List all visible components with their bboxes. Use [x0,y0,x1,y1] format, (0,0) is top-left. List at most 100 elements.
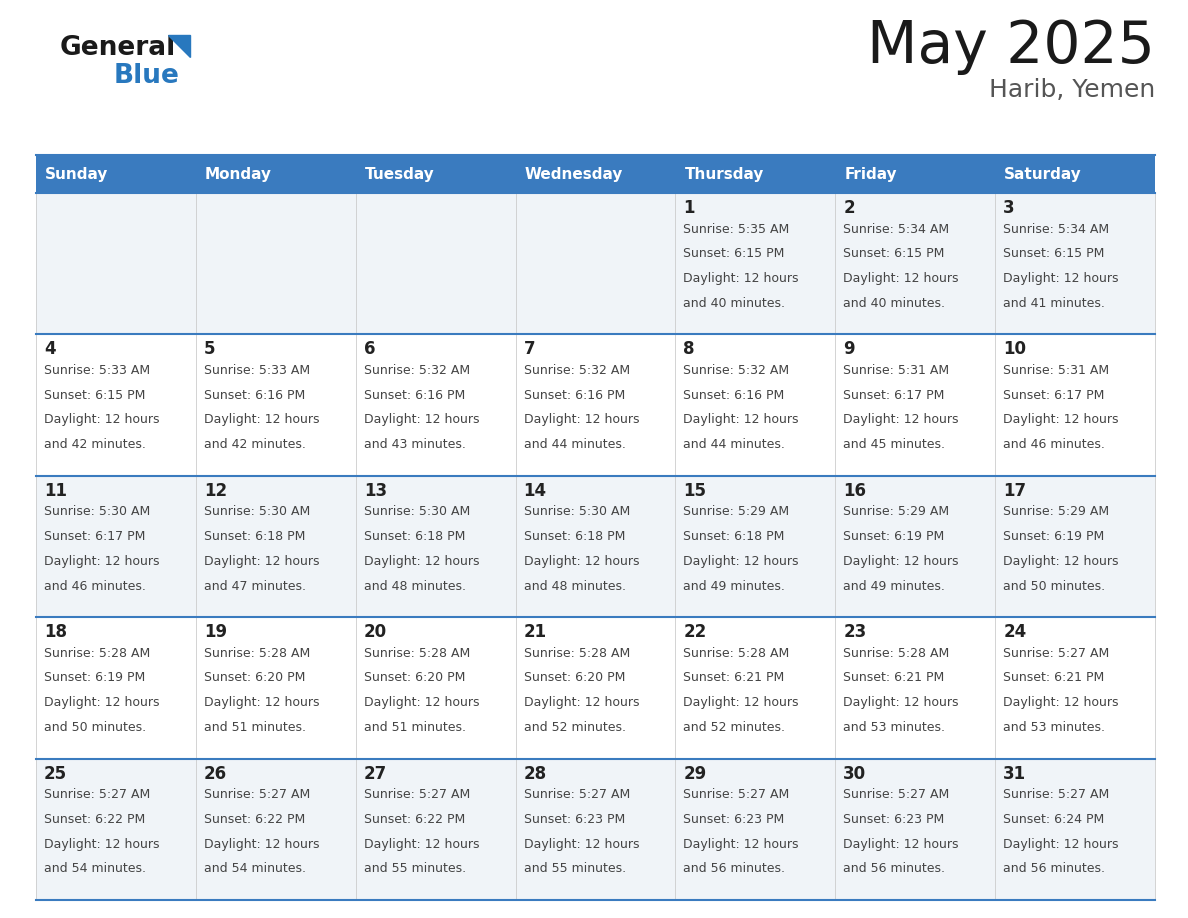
Bar [835,193,996,334]
Text: Daylight: 12 hours: Daylight: 12 hours [364,696,479,710]
Bar [676,617,835,758]
Text: Wednesday: Wednesday [525,166,623,182]
Text: 13: 13 [364,482,387,499]
Text: Sunset: 6:17 PM: Sunset: 6:17 PM [843,388,944,402]
Text: Daylight: 12 hours: Daylight: 12 hours [524,413,639,426]
Bar [36,334,196,476]
Bar [676,193,835,334]
Bar [355,193,516,334]
Text: Sunset: 6:15 PM: Sunset: 6:15 PM [683,247,785,260]
Text: and 53 minutes.: and 53 minutes. [1003,721,1105,734]
Bar [676,334,835,476]
Text: Sunrise: 5:29 AM: Sunrise: 5:29 AM [843,505,949,519]
Text: Thursday: Thursday [684,166,764,182]
Text: and 48 minutes.: and 48 minutes. [524,579,626,592]
Text: General: General [61,35,176,61]
Text: Sunrise: 5:33 AM: Sunrise: 5:33 AM [44,364,150,377]
Bar [196,193,355,334]
Text: and 43 minutes.: and 43 minutes. [364,438,466,451]
Text: Daylight: 12 hours: Daylight: 12 hours [44,554,159,568]
Text: and 49 minutes.: and 49 minutes. [683,579,785,592]
Bar [835,758,996,900]
Text: Sunrise: 5:30 AM: Sunrise: 5:30 AM [44,505,150,519]
Text: Sunset: 6:21 PM: Sunset: 6:21 PM [1003,671,1105,685]
Text: Blue: Blue [114,63,179,89]
Text: Sunrise: 5:27 AM: Sunrise: 5:27 AM [364,789,470,801]
Text: Sunrise: 5:27 AM: Sunrise: 5:27 AM [524,789,630,801]
Text: Sunrise: 5:31 AM: Sunrise: 5:31 AM [843,364,949,377]
Text: Daylight: 12 hours: Daylight: 12 hours [1003,413,1119,426]
Text: Saturday: Saturday [1004,166,1082,182]
Text: 29: 29 [683,765,707,783]
Polygon shape [168,35,190,57]
Text: and 40 minutes.: and 40 minutes. [683,297,785,309]
Text: Daylight: 12 hours: Daylight: 12 hours [524,696,639,710]
Text: 11: 11 [44,482,67,499]
Text: 4: 4 [44,341,56,358]
Text: Sunset: 6:22 PM: Sunset: 6:22 PM [364,812,465,826]
Bar [355,476,516,617]
Text: 22: 22 [683,623,707,641]
Text: Sunset: 6:23 PM: Sunset: 6:23 PM [524,812,625,826]
Text: Sunrise: 5:29 AM: Sunrise: 5:29 AM [683,505,790,519]
Text: 12: 12 [204,482,227,499]
Bar [996,155,1155,193]
Text: Sunrise: 5:30 AM: Sunrise: 5:30 AM [524,505,630,519]
Text: Daylight: 12 hours: Daylight: 12 hours [683,413,798,426]
Text: Daylight: 12 hours: Daylight: 12 hours [1003,554,1119,568]
Text: and 53 minutes.: and 53 minutes. [843,721,946,734]
Text: Sunset: 6:20 PM: Sunset: 6:20 PM [364,671,465,685]
Text: Sunrise: 5:28 AM: Sunrise: 5:28 AM [364,646,470,660]
Text: Sunrise: 5:27 AM: Sunrise: 5:27 AM [204,789,310,801]
Text: and 56 minutes.: and 56 minutes. [843,862,946,876]
Text: and 42 minutes.: and 42 minutes. [44,438,146,451]
Text: Daylight: 12 hours: Daylight: 12 hours [204,837,320,851]
Text: Sunset: 6:18 PM: Sunset: 6:18 PM [524,530,625,543]
Text: Sunset: 6:23 PM: Sunset: 6:23 PM [843,812,944,826]
Bar [196,334,355,476]
Bar [516,193,676,334]
Bar [196,758,355,900]
Text: and 52 minutes.: and 52 minutes. [524,721,626,734]
Text: 28: 28 [524,765,546,783]
Text: Daylight: 12 hours: Daylight: 12 hours [1003,272,1119,285]
Text: Sunrise: 5:28 AM: Sunrise: 5:28 AM [683,646,790,660]
Text: Tuesday: Tuesday [365,166,435,182]
Text: Sunrise: 5:28 AM: Sunrise: 5:28 AM [204,646,310,660]
Text: Sunrise: 5:32 AM: Sunrise: 5:32 AM [683,364,790,377]
Text: Sunset: 6:16 PM: Sunset: 6:16 PM [683,388,785,402]
Bar [36,617,196,758]
Text: Sunrise: 5:28 AM: Sunrise: 5:28 AM [44,646,150,660]
Text: and 41 minutes.: and 41 minutes. [1003,297,1105,309]
Text: Daylight: 12 hours: Daylight: 12 hours [843,554,959,568]
Bar [355,155,516,193]
Text: 15: 15 [683,482,707,499]
Text: Sunrise: 5:27 AM: Sunrise: 5:27 AM [1003,789,1110,801]
Text: Sunset: 6:17 PM: Sunset: 6:17 PM [1003,388,1105,402]
Text: Sunrise: 5:32 AM: Sunrise: 5:32 AM [524,364,630,377]
Text: Sunrise: 5:33 AM: Sunrise: 5:33 AM [204,364,310,377]
Text: and 44 minutes.: and 44 minutes. [524,438,625,451]
Bar [996,617,1155,758]
Text: Daylight: 12 hours: Daylight: 12 hours [683,272,798,285]
Text: Daylight: 12 hours: Daylight: 12 hours [843,696,959,710]
Text: Daylight: 12 hours: Daylight: 12 hours [683,837,798,851]
Text: Sunset: 6:23 PM: Sunset: 6:23 PM [683,812,785,826]
Text: Sunset: 6:18 PM: Sunset: 6:18 PM [364,530,465,543]
Text: 9: 9 [843,341,855,358]
Bar [835,617,996,758]
Text: Sunset: 6:22 PM: Sunset: 6:22 PM [204,812,305,826]
Text: Sunrise: 5:34 AM: Sunrise: 5:34 AM [1003,222,1110,236]
Text: and 49 minutes.: and 49 minutes. [843,579,946,592]
Text: Sunrise: 5:34 AM: Sunrise: 5:34 AM [843,222,949,236]
Bar [996,476,1155,617]
Bar [196,617,355,758]
Text: 3: 3 [1003,199,1015,217]
Text: Daylight: 12 hours: Daylight: 12 hours [204,413,320,426]
Bar [996,334,1155,476]
Text: Daylight: 12 hours: Daylight: 12 hours [204,696,320,710]
Text: Sunset: 6:24 PM: Sunset: 6:24 PM [1003,812,1105,826]
Text: and 50 minutes.: and 50 minutes. [44,721,146,734]
Text: Sunrise: 5:28 AM: Sunrise: 5:28 AM [524,646,630,660]
Text: May 2025: May 2025 [867,18,1155,75]
